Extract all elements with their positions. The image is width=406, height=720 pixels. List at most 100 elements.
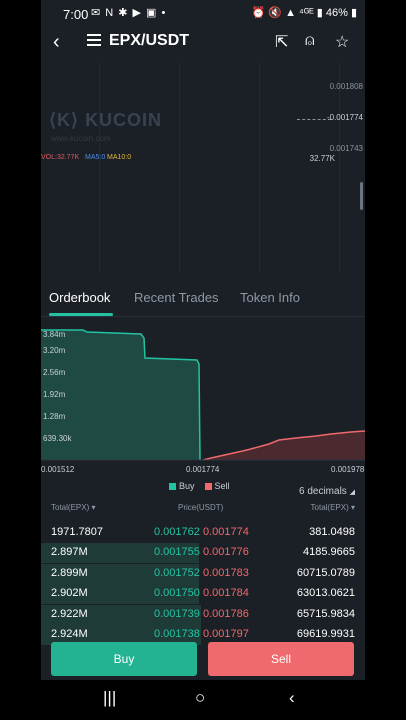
ask-price: 0.001783: [203, 566, 249, 579]
dropdown-corner-icon: ◢: [349, 489, 355, 496]
kucoin-watermark-logo: ⟨K⟩ KUCOIN: [49, 110, 162, 131]
orderbook-row[interactable]: 2.902M 0.001750 0.001784 63013.0621: [41, 584, 365, 605]
depth-x-label: 0.001978: [331, 465, 365, 474]
recent-apps-icon[interactable]: |||: [103, 688, 117, 707]
grid-line: [259, 62, 260, 272]
current-price-level: -0.001774: [326, 113, 363, 122]
sell-depth-area: [203, 431, 365, 460]
bid-price: 0.001752: [154, 566, 200, 579]
orderbook-row[interactable]: 2.924M 0.001738 0.001797 69619.9931: [41, 625, 365, 645]
menu-icon[interactable]: [87, 34, 101, 46]
grid-line: [339, 62, 340, 272]
header-price: Price(USDT): [178, 503, 224, 512]
vol-indicator: VOL:32.77K: [41, 154, 80, 161]
bid-price: 0.001755: [154, 546, 200, 559]
bid-total: 1971.7807: [51, 526, 103, 538]
grid-line: [179, 62, 180, 272]
ask-price: 0.001797: [203, 628, 249, 640]
active-tab-indicator: [49, 313, 113, 316]
pair-title[interactable]: EPX/USDT: [109, 32, 190, 49]
depth-chart-plot: [41, 329, 365, 461]
bid-price: 0.001762: [154, 526, 200, 538]
top-bar: ‹ EPX/USDT ⇱ ⍝ ☆: [41, 28, 365, 56]
favorite-star-icon[interactable]: ☆: [335, 34, 350, 51]
bid-total: 2.922M: [51, 607, 88, 620]
watermark-url: www.kucoin.com: [51, 134, 111, 143]
ask-total: 63013.0621: [296, 587, 355, 600]
buy-button[interactable]: Buy: [51, 642, 197, 676]
header-total-right[interactable]: Total(EPX) ▾: [310, 503, 355, 512]
buy-swatch: [169, 483, 176, 491]
depth-y-label: 639.30k: [43, 434, 72, 443]
buy-depth-line: [41, 329, 201, 461]
depth-chart[interactable]: 3.84m 3.20m 2.56m 1.92m 1.28m 639.30k 0.…: [41, 324, 365, 474]
kline-chart[interactable]: ⟨K⟩ KUCOIN www.kucoin.com VOL:32.77K MA5…: [41, 62, 365, 272]
orderbook-row[interactable]: 2.897M 0.001755 0.001776 4185.9665: [41, 543, 365, 564]
bid-depth-bar: [41, 543, 199, 564]
ask-total: 4185.9665: [303, 546, 355, 559]
android-nav-bar: ||| ○ ‹: [41, 680, 365, 720]
depth-y-label: 1.92m: [43, 390, 66, 399]
depth-y-label: 2.56m: [43, 368, 66, 377]
depth-y-label: 3.20m: [43, 346, 66, 355]
notification-icons: ✉ N ✱ ▶ ▣ •: [91, 7, 167, 19]
ma10-indicator: MA10:0: [107, 154, 132, 161]
sell-swatch: [204, 483, 212, 491]
ask-total: 69619.9931: [296, 628, 355, 640]
bid-depth-bar: [41, 604, 201, 625]
alert-bell-icon[interactable]: ⍝: [305, 32, 315, 49]
price-level: 0.001808: [329, 82, 363, 91]
depth-x-label: 0.001774: [186, 465, 220, 474]
decimals-selector[interactable]: 6 decimals ◢: [299, 486, 355, 497]
tab-recent-trades[interactable]: Recent Trades: [134, 290, 219, 305]
bid-price: 0.001739: [154, 607, 200, 620]
tab-token-info[interactable]: Token Info: [240, 290, 300, 305]
legend-buy: Buy: [179, 481, 195, 491]
bid-depth-bar: [41, 625, 201, 645]
status-time: 7:00: [63, 7, 89, 22]
header-total-left[interactable]: Total(EPX) ▾: [51, 503, 96, 512]
back-nav-icon[interactable]: ‹: [289, 688, 295, 707]
orderbook-row[interactable]: 2.899M 0.001752 0.001783 60715.0789: [41, 563, 365, 584]
tab-orderbook[interactable]: Orderbook: [49, 290, 111, 305]
depth-x-label: 0.001512: [41, 465, 75, 474]
system-status-icons: ⏰ 🔇 ▲ ⁴ᴳᴱ ▮ 46% ▮: [251, 7, 357, 19]
app-window: 7:00 ✉ N ✱ ▶ ▣ • ⏰ 🔇 ▲ ⁴ᴳᴱ ▮ 46% ▮ ‹ EPX…: [41, 0, 365, 720]
buy-depth-area: [41, 330, 200, 460]
orderbook-row[interactable]: 1971.7807 0.001762 0.001774 381.0498: [41, 523, 365, 543]
sell-depth-line: [202, 430, 365, 461]
ask-total: 60715.0789: [296, 566, 355, 579]
ask-price: 0.001786: [203, 607, 249, 620]
kucoin-logo-icon: ⟨K⟩: [49, 110, 80, 130]
ma5-indicator: MA5:0: [85, 154, 106, 161]
bid-depth-bar: [41, 584, 199, 605]
bid-price: 0.001750: [154, 587, 200, 600]
depth-y-label: 1.28m: [43, 412, 66, 421]
bid-total: 2.899M: [51, 566, 88, 579]
bid-total: 2.902M: [51, 587, 88, 600]
current-price-line: [297, 119, 331, 120]
ask-price: 0.001784: [203, 587, 249, 600]
price-level: 0.001743: [329, 144, 363, 153]
bid-depth-bar: [41, 563, 199, 584]
status-bar: 7:00 ✉ N ✱ ▶ ▣ • ⏰ 🔇 ▲ ⁴ᴳᴱ ▮ 46% ▮: [41, 0, 365, 28]
bid-total: 2.897M: [51, 546, 88, 559]
chart-scrollbar[interactable]: [360, 182, 363, 210]
ask-price: 0.001776: [203, 546, 249, 559]
bid-price: 0.001738: [154, 628, 200, 640]
home-icon[interactable]: ○: [195, 688, 206, 707]
orderbook-row[interactable]: 2.922M 0.001739 0.001786 65715.9834: [41, 604, 365, 625]
depth-legend: Buy Sell: [169, 481, 230, 491]
legend-sell: Sell: [214, 481, 230, 491]
ask-price: 0.001774: [203, 526, 249, 538]
tab-bar: Orderbook Recent Trades Token Info: [41, 284, 365, 317]
ask-total: 65715.9834: [296, 607, 355, 620]
ask-total: 381.0498: [309, 526, 355, 538]
sell-button[interactable]: Sell: [208, 642, 354, 676]
grid-line: [99, 62, 100, 272]
watermark-text: KUCOIN: [85, 110, 163, 130]
back-arrow-icon[interactable]: ‹: [53, 31, 60, 53]
decimals-label: 6 decimals: [299, 486, 347, 497]
share-icon[interactable]: ⇱: [275, 34, 289, 51]
volume-level: 32.77K: [309, 154, 335, 163]
